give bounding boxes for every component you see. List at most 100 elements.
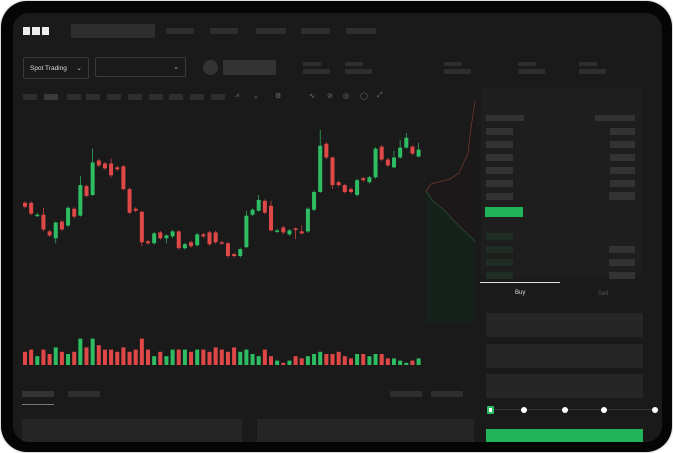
- ask-price: [486, 154, 513, 161]
- indicator-icon[interactable]: ⩘: [235, 92, 239, 99]
- slider-stop[interactable]: [562, 407, 568, 413]
- leverage-slider-handle[interactable]: [487, 406, 494, 414]
- tab-buy[interactable]: Buy: [515, 290, 526, 296]
- ask-price: [486, 193, 513, 200]
- volume-bar: [133, 349, 138, 365]
- target-icon[interactable]: ◎: [343, 93, 350, 100]
- slider-stop[interactable]: [521, 407, 527, 413]
- volume-bar: [324, 354, 329, 365]
- timeframe-button[interactable]: [190, 94, 204, 100]
- timeframe-button[interactable]: [149, 94, 163, 100]
- filter-button[interactable]: [431, 391, 463, 397]
- volume-bar: [305, 356, 310, 365]
- volume-bar: [189, 351, 194, 365]
- nav-item[interactable]: [210, 28, 238, 34]
- nav-item[interactable]: [346, 28, 376, 34]
- timeframe-button[interactable]: [107, 94, 121, 100]
- candle: [287, 230, 292, 235]
- volume-bar: [195, 349, 200, 365]
- line-tool-icon[interactable]: ∿: [309, 93, 315, 100]
- orders-card: [257, 419, 474, 442]
- volume-bar: [53, 347, 58, 365]
- okx-logo: [23, 27, 49, 35]
- stat-value: [303, 69, 330, 74]
- filter-button[interactable]: [390, 391, 422, 397]
- candle: [78, 185, 83, 216]
- timeframe-button[interactable]: [67, 94, 81, 100]
- timeframe-button[interactable]: [169, 94, 183, 100]
- trade-type-dropdown[interactable]: Spot Trading ⌄: [23, 57, 89, 79]
- candle: [330, 157, 335, 186]
- candle: [164, 235, 169, 239]
- pair-price-placeholder: [223, 60, 276, 75]
- volume-bar: [78, 338, 83, 365]
- candle: [35, 214, 40, 217]
- volume-bar: [348, 358, 353, 365]
- volume-bar: [66, 354, 71, 365]
- candle: [207, 232, 212, 245]
- total-input[interactable]: [486, 374, 643, 398]
- pair-dropdown[interactable]: ⌄: [95, 57, 186, 77]
- nav-item[interactable]: [166, 28, 194, 34]
- candle: [256, 199, 261, 211]
- nav-item[interactable]: [301, 28, 330, 34]
- draw-tool-icon[interactable]: ⊘: [327, 93, 333, 100]
- depth-bids-line: [425, 190, 476, 242]
- stat-label: [518, 62, 536, 66]
- amount-input[interactable]: [486, 344, 643, 368]
- volume-bar: [102, 349, 107, 365]
- timeframe-button[interactable]: [211, 94, 225, 100]
- candle: [404, 137, 409, 148]
- buy-button[interactable]: [486, 429, 643, 442]
- candle: [324, 143, 329, 158]
- ask-amount: [610, 167, 635, 174]
- price-input[interactable]: [486, 313, 643, 337]
- volume-bar: [121, 347, 126, 365]
- timeframe-button[interactable]: [128, 94, 142, 100]
- candle: [398, 147, 403, 158]
- candle: [336, 182, 341, 186]
- leverage-slider-track[interactable]: [491, 409, 659, 410]
- volume-bar: [109, 349, 114, 365]
- candle: [379, 146, 384, 160]
- ask-price: [486, 141, 513, 148]
- slider-stop[interactable]: [652, 407, 658, 413]
- volume-bar: [244, 349, 249, 365]
- tab-sell[interactable]: Sell: [598, 291, 609, 297]
- candle: [367, 177, 372, 183]
- timeframe-button[interactable]: [23, 94, 37, 100]
- candle: [275, 230, 280, 232]
- volume-bar: [361, 354, 366, 365]
- candle: [373, 148, 378, 178]
- slider-stop[interactable]: [601, 407, 607, 413]
- volume-bar: [96, 345, 101, 365]
- orderbook-header-amount: [595, 115, 635, 121]
- tab-order-history[interactable]: [68, 391, 100, 397]
- candle: [90, 162, 95, 195]
- volume-bar: [158, 351, 163, 365]
- timeframe-button[interactable]: [86, 94, 100, 100]
- settings-icon[interactable]: ⚙: [275, 93, 282, 100]
- volume-bar: [176, 349, 181, 365]
- volume-bar: [416, 358, 421, 365]
- screenshot-icon[interactable]: ◯: [360, 93, 368, 100]
- volume-bar: [367, 356, 372, 365]
- fullscreen-icon[interactable]: ⤢: [377, 92, 383, 99]
- ask-price: [486, 128, 513, 135]
- candlestick-chart[interactable]: [13, 13, 662, 442]
- chart-type-icon[interactable]: ⌄: [253, 93, 259, 100]
- stat-value: [444, 69, 471, 74]
- candle: [269, 205, 273, 231]
- timeframe-button[interactable]: [44, 94, 58, 100]
- ask-amount: [610, 154, 635, 161]
- candle: [176, 231, 181, 249]
- tab-open-orders[interactable]: [22, 391, 54, 397]
- volume-bar: [232, 347, 237, 365]
- depth-bids-area: [426, 191, 475, 323]
- volume-bar: [90, 338, 95, 365]
- volume-bar: [29, 349, 34, 365]
- search-placeholder[interactable]: [71, 24, 155, 38]
- trading-screen: Spot Trading ⌄ ⌄ ⩘ ⌄ ⚙ ∿ ⊘ ◎ ◯ ⤢ Buy Sel…: [13, 13, 662, 442]
- nav-item[interactable]: [256, 28, 286, 34]
- candle: [47, 231, 52, 236]
